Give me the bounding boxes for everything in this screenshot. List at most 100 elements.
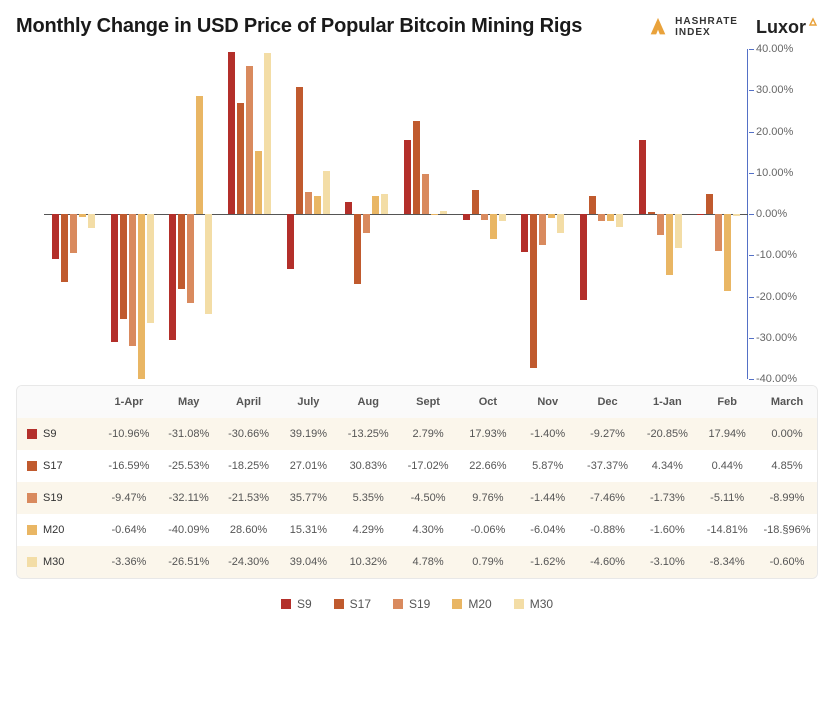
legend-label: S9 [297, 597, 312, 611]
table-cell: -1.44% [518, 492, 578, 504]
bar [557, 214, 564, 233]
bar [147, 214, 154, 323]
y-axis-label: 10.00% [756, 167, 812, 179]
table-header-cell: Feb [697, 396, 757, 408]
table-header-cell: March [757, 396, 817, 408]
table-cell: -6.04% [518, 524, 578, 536]
hashrate-text: HASHRATE INDEX [675, 16, 738, 38]
bar [413, 121, 420, 214]
bar [264, 53, 271, 214]
chart-container: Monthly Change in USD Price of Popular B… [0, 0, 834, 623]
table-cell: -18.25% [219, 460, 279, 472]
table-cell: -3.10% [637, 556, 697, 568]
table-header-cell: Dec [578, 396, 638, 408]
legend-item: M20 [452, 597, 491, 611]
table-cell: 0.00% [757, 428, 817, 440]
series-label-cell: M20 [17, 524, 99, 536]
bar [675, 214, 682, 248]
bar [431, 214, 438, 215]
y-tick [749, 132, 754, 133]
bar [354, 214, 361, 284]
series-swatch [27, 461, 37, 471]
table-row: S17-16.59%-25.53%-18.25%27.01%30.83%-17.… [17, 450, 817, 482]
bar [548, 214, 555, 218]
table-cell: -20.85% [637, 428, 697, 440]
legend-item: S17 [334, 597, 371, 611]
table-cell: 15.31% [278, 524, 338, 536]
table-cell: -14.81% [697, 524, 757, 536]
bar [733, 214, 740, 216]
bar [490, 214, 497, 239]
table-row: S9-10.96%-31.08%-30.66%39.19%-13.25%2.79… [17, 418, 817, 450]
y-axis-label: 20.00% [756, 126, 812, 138]
table-cell: 5.35% [338, 492, 398, 504]
bar [196, 96, 203, 214]
table-header-cell: Aug [338, 396, 398, 408]
y-axis-label: -40.00% [756, 373, 812, 385]
bar [463, 214, 470, 220]
y-axis-label: 30.00% [756, 84, 812, 96]
series-swatch [27, 525, 37, 535]
brand-logos: HASHRATE INDEX Luxor [647, 16, 818, 38]
table-cell: 5.87% [518, 460, 578, 472]
table-cell: -21.53% [219, 492, 279, 504]
bar [314, 196, 321, 214]
series-swatch [27, 493, 37, 503]
bar [178, 214, 185, 289]
table-cell: 10.32% [338, 556, 398, 568]
series-swatch [27, 429, 37, 439]
table-cell: -4.50% [398, 492, 458, 504]
legend-label: S19 [409, 597, 430, 611]
table-row: M30-3.36%-26.51%-24.30%39.04%10.32%4.78%… [17, 546, 817, 578]
table-cell: 27.01% [278, 460, 338, 472]
bar [79, 214, 86, 217]
series-label-cell: S9 [17, 428, 99, 440]
table-cell: -1.73% [637, 492, 697, 504]
bar [499, 214, 506, 221]
table-cell: -1.60% [637, 524, 697, 536]
legend-item: S9 [281, 597, 312, 611]
bar [724, 214, 731, 291]
table-cell: 30.83% [338, 460, 398, 472]
luxor-logo: Luxor [756, 17, 818, 38]
table-header-cell: May [159, 396, 219, 408]
bar [616, 214, 623, 227]
y-axis-label: -10.00% [756, 249, 812, 261]
table-cell: -0.88% [578, 524, 638, 536]
legend-item: S19 [393, 597, 430, 611]
legend-swatch [452, 599, 462, 609]
bar [530, 214, 537, 368]
table-header-cell: 1-Apr [99, 396, 159, 408]
bar [539, 214, 546, 245]
table-cell: 4.78% [398, 556, 458, 568]
y-tick [749, 255, 754, 256]
bar [345, 202, 352, 214]
bar [296, 87, 303, 214]
bar [404, 140, 411, 214]
data-table: 1-AprMayAprilJulyAugSeptOctNovDec1-JanFe… [16, 385, 818, 579]
table-cell: 4.30% [398, 524, 458, 536]
bar [120, 214, 127, 319]
table-cell: -4.60% [578, 556, 638, 568]
header-row: Monthly Change in USD Price of Popular B… [16, 14, 818, 39]
table-cell: -1.62% [518, 556, 578, 568]
bar [205, 214, 212, 314]
bar [715, 214, 722, 251]
table-cell: 22.66% [458, 460, 518, 472]
bar [237, 103, 244, 214]
bar [580, 214, 587, 300]
table-cell: -17.02% [398, 460, 458, 472]
table-row: S19-9.47%-32.11%-21.53%35.77%5.35%-4.50%… [17, 482, 817, 514]
bar [70, 214, 77, 253]
y-axis-label: -20.00% [756, 291, 812, 303]
y-axis-label: 0.00% [756, 208, 812, 220]
legend-label: S17 [350, 597, 371, 611]
series-label-cell: S19 [17, 492, 99, 504]
series-name: M30 [43, 556, 64, 568]
table-cell: 35.77% [278, 492, 338, 504]
table-cell: -18.§96% [757, 524, 817, 536]
series-name: M20 [43, 524, 64, 536]
bar [607, 214, 614, 221]
bar [52, 214, 59, 259]
bar [521, 214, 528, 252]
